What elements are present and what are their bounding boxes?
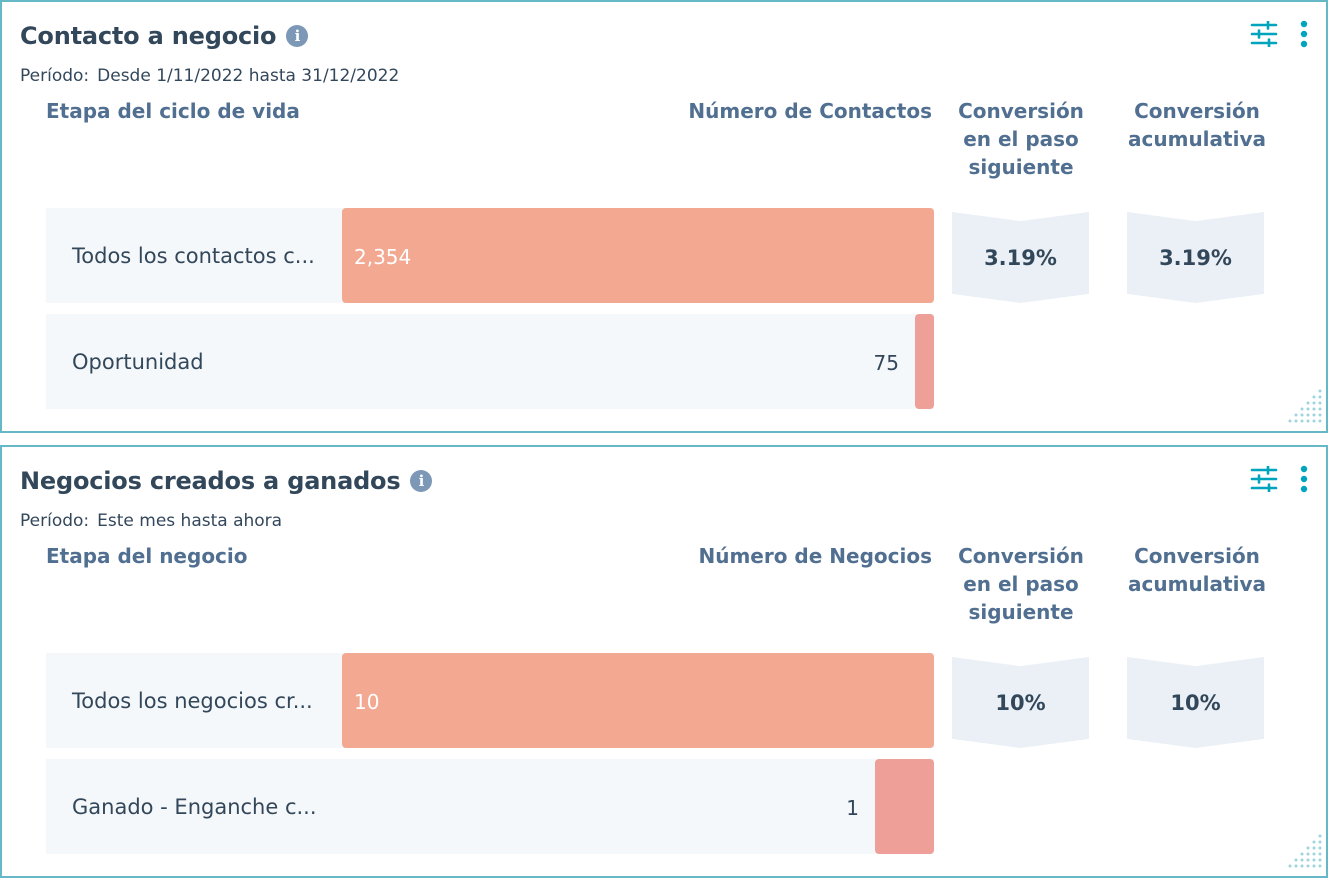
funnel-row[interactable] [46,759,934,854]
cumulative-conversion: 3.19% [1127,212,1264,303]
stage-label: Oportunidad [72,350,204,374]
report-card-contact-to-deal: Contacto a negocio i Período: Desde 1/11/… [0,0,1328,433]
funnel-bar[interactable] [875,759,934,854]
card-title[interactable]: Negocios creados a ganados i [20,467,433,495]
bar-value: 2,354 [354,245,412,269]
vertical-dots-icon[interactable] [1300,20,1308,48]
column-header-next-step[interactable]: Conversión en el paso siguiente [958,544,1084,624]
period-value: Este mes hasta ahora [97,511,283,531]
stage-label: Ganado - Enganche c... [72,795,317,819]
period-value: Desde 1/11/2022 hasta 31/12/2022 [97,66,400,86]
column-header-count[interactable]: Número de Negocios [698,544,932,568]
sliders-icon[interactable] [1250,466,1278,492]
cumulative-conversion-value: 3.19% [1159,245,1232,270]
next-step-conversion-value: 10% [995,690,1046,715]
funnel-bar[interactable] [342,208,934,303]
column-header-stage: Etapa del negocio [46,544,248,568]
period: Período: Desde 1/11/2022 hasta 31/12/2022 [20,66,399,86]
vertical-dots-icon[interactable] [1300,465,1308,493]
column-header-stage: Etapa del ciclo de vida [46,99,300,123]
info-icon[interactable]: i [410,470,433,492]
card-actions [1250,20,1308,48]
bar-value: 10 [354,690,380,714]
cumulative-conversion-value: 10% [1170,690,1221,715]
card-title-text: Negocios creados a ganados [20,467,401,495]
next-step-conversion-value: 3.19% [984,245,1057,270]
bar-value: 1 [846,796,859,820]
report-card-deals-created-to-won: Negocios creados a ganados i Período: Est… [0,445,1328,878]
funnel-bar[interactable] [342,653,934,748]
period-label: Período: [20,66,90,86]
column-header-count[interactable]: Número de Contactos [688,99,932,123]
period: Período: Este mes hasta ahora [20,511,282,531]
bar-value: 75 [873,351,899,375]
card-actions [1250,465,1308,493]
column-header-next-step[interactable]: Conversión en el paso siguiente [958,99,1084,179]
stage-label: Todos los contactos c... [72,244,315,268]
next-step-conversion: 3.19% [952,212,1089,303]
funnel-row[interactable] [46,314,934,409]
next-step-conversion: 10% [952,657,1089,748]
card-title[interactable]: Contacto a negocio i [20,22,309,50]
column-header-cumulative[interactable]: Conversión acumulativa [1128,544,1266,596]
resize-handle-icon[interactable] [1286,832,1324,874]
info-icon[interactable]: i [286,25,309,47]
column-header-cumulative[interactable]: Conversión acumulativa [1128,99,1266,151]
card-title-text: Contacto a negocio [20,22,277,50]
funnel-bar[interactable] [915,314,934,409]
sliders-icon[interactable] [1250,21,1278,47]
resize-handle-icon[interactable] [1286,387,1324,429]
period-label: Período: [20,511,90,531]
cumulative-conversion: 10% [1127,657,1264,748]
stage-label: Todos los negocios cr... [72,689,313,713]
